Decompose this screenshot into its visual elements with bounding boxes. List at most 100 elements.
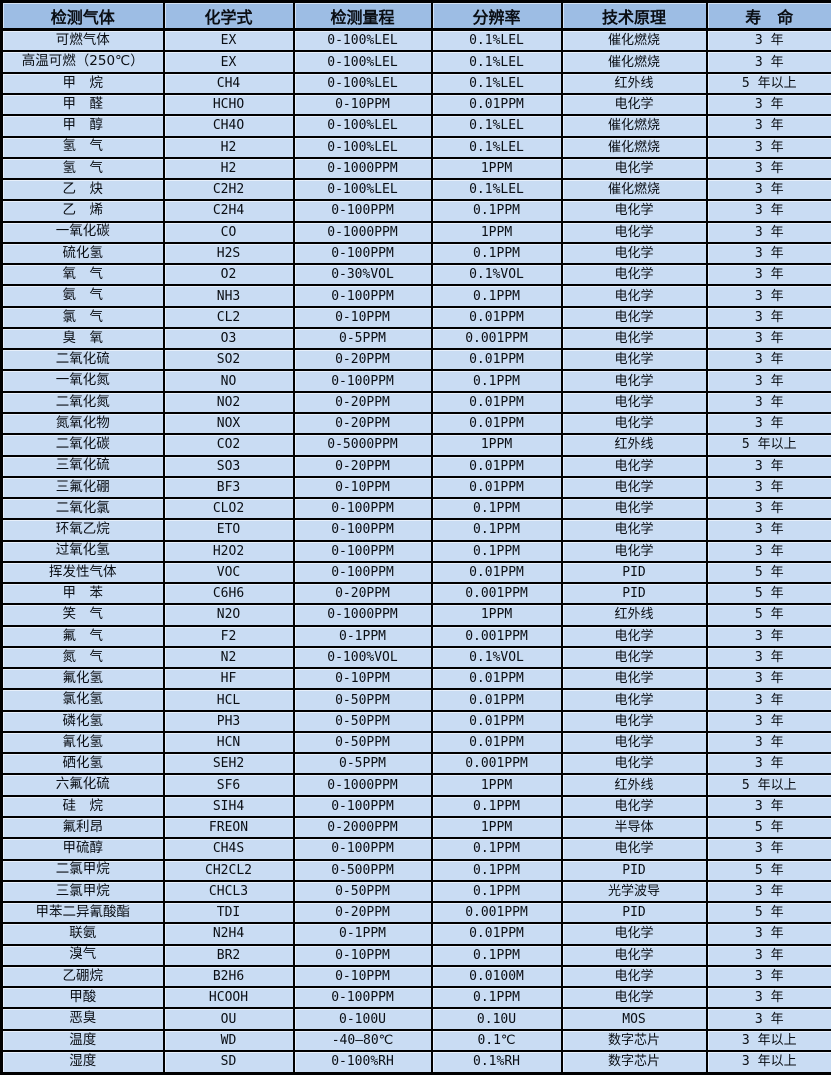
cell-lifespan: 3 年 (705, 135, 831, 159)
cell-lifespan: 3 年 (705, 645, 831, 670)
column-header-technology: 技术原理 (560, 0, 708, 31)
table-row: 甲 苯 C6H6 0-20PPM 0.001PPM PID 5 年 (0, 582, 831, 606)
cell-resolution: 0.01PPM (430, 730, 563, 755)
cell-resolution: 0.01PPM (430, 475, 563, 500)
cell-resolution: 1PPM (430, 816, 563, 840)
cell-lifespan: 3 年 (705, 667, 831, 691)
cell-gas-name: 温度 (0, 1028, 165, 1052)
cell-detection-range: 0-100PPM (292, 369, 433, 393)
table-row: 甲 醛 HCHO 0-10PPM 0.01PPM 电化学 3 年 (0, 92, 831, 117)
cell-detection-range: 0-100U (292, 1007, 433, 1031)
cell-detection-range: 0-1000PPM (292, 603, 433, 627)
cell-technology: 电化学 (560, 475, 708, 500)
cell-resolution: 1PPM (430, 433, 563, 457)
cell-detection-range: 0-100PPM (292, 539, 433, 563)
table-row: 甲 醇 CH4O 0-100%LEL 0.1%LEL 催化燃烧 3 年 (0, 114, 831, 138)
cell-resolution: 0.01PPM (430, 454, 563, 478)
cell-gas-name: 氢 气 (0, 135, 165, 159)
table-row: 一氧化碳 CO 0-1000PPM 1PPM 电化学 3 年 (0, 220, 831, 244)
cell-lifespan: 5 年以上 (705, 773, 831, 797)
cell-chemical-formula: CH4 (162, 71, 295, 95)
cell-chemical-formula: SO3 (162, 454, 295, 478)
cell-lifespan: 3 年 (705, 263, 831, 287)
cell-detection-range: 0-20PPM (292, 348, 433, 372)
cell-resolution: 0.1%VOL (430, 263, 563, 287)
cell-detection-range: 0-100PPM (292, 199, 433, 223)
cell-detection-range: 0-5PPM (292, 326, 433, 351)
cell-gas-name: 氮氧化物 (0, 411, 165, 436)
table-row: 氨 气 NH3 0-100PPM 0.1PPM 电化学 3 年 (0, 284, 831, 308)
cell-technology: 红外线 (560, 603, 708, 627)
cell-lifespan: 3 年以上 (705, 1028, 831, 1052)
cell-detection-range: 0-10PPM (292, 305, 433, 329)
cell-gas-name: 氨 气 (0, 284, 165, 308)
cell-lifespan: 3 年 (705, 220, 831, 244)
cell-lifespan: 5 年 (705, 582, 831, 606)
cell-lifespan: 3 年 (705, 28, 831, 53)
cell-chemical-formula: OU (162, 1007, 295, 1031)
cell-lifespan: 3 年 (705, 730, 831, 755)
cell-resolution: 0.01PPM (430, 560, 563, 585)
cell-detection-range: 0-500PPM (292, 858, 433, 882)
cell-detection-range: 0-50PPM (292, 688, 433, 712)
cell-resolution: 0.01PPM (430, 390, 563, 414)
cell-lifespan: 3 年 (705, 922, 831, 946)
cell-technology: 电化学 (560, 241, 708, 266)
cell-technology: 电化学 (560, 794, 708, 819)
cell-resolution: 0.1PPM (430, 518, 563, 542)
cell-lifespan: 3 年 (705, 390, 831, 414)
cell-resolution: 1PPM (430, 773, 563, 797)
cell-detection-range: 0-1PPM (292, 922, 433, 946)
table-header: 检测气体 化学式 检测量程 分辨率 技术原理寿 命 (0, 0, 831, 31)
cell-resolution: 1PPM (430, 603, 563, 627)
cell-technology: PID (560, 560, 708, 585)
cell-gas-name: 磷化氢 (0, 709, 165, 733)
cell-chemical-formula: CO2 (162, 433, 295, 457)
table-row: 过氧化氢 H2O2 0-100PPM 0.1PPM 电化学 3 年 (0, 539, 831, 563)
cell-chemical-formula: HCN (162, 730, 295, 755)
cell-resolution: 0.01PPM (430, 348, 563, 372)
table-row: 挥发性气体 VOC 0-100PPM 0.01PPM PID 5 年 (0, 560, 831, 585)
cell-lifespan: 3 年 (705, 837, 831, 861)
cell-gas-name: 二氧化碳 (0, 433, 165, 457)
cell-detection-range: 0-100PPM (292, 837, 433, 861)
table-row: 硅 烷 SIH4 0-100PPM 0.1PPM 电化学 3 年 (0, 794, 831, 819)
cell-resolution: 0.1%RH (430, 1049, 563, 1075)
cell-technology: 电化学 (560, 497, 708, 521)
cell-gas-name: 甲 烷 (0, 71, 165, 95)
cell-resolution: 0.1PPM (430, 943, 563, 967)
cell-technology: 电化学 (560, 411, 708, 436)
cell-detection-range: 0-20PPM (292, 582, 433, 606)
cell-detection-range: 0-20PPM (292, 390, 433, 414)
table-row: 甲 烷 CH4 0-100%LEL 0.1%LEL 红外线 5 年以上 (0, 71, 831, 95)
table-row: 三氯甲烷 CHCL3 0-50PPM 0.1PPM 光学波导 3 年 (0, 879, 831, 904)
cell-gas-name: 挥发性气体 (0, 560, 165, 585)
cell-technology: 电化学 (560, 645, 708, 670)
cell-detection-range: 0-1000PPM (292, 156, 433, 181)
cell-technology: 电化学 (560, 688, 708, 712)
table-row: 六氟化硫 SF6 0-1000PPM 1PPM 红外线 5 年以上 (0, 773, 831, 797)
cell-technology: 电化学 (560, 943, 708, 967)
cell-technology: 电化学 (560, 369, 708, 393)
cell-technology: 电化学 (560, 986, 708, 1010)
cell-resolution: 1PPM (430, 156, 563, 181)
cell-gas-name: 硒化氢 (0, 752, 165, 776)
table-row: 高温可燃（250℃） EX 0-100%LEL 0.1%LEL 催化燃烧 3 年 (0, 50, 831, 74)
cell-gas-name: 氰化氢 (0, 730, 165, 755)
cell-chemical-formula: N2H4 (162, 922, 295, 946)
cell-gas-name: 二氯甲烷 (0, 858, 165, 882)
cell-gas-name: 乙 炔 (0, 178, 165, 202)
table-row: 磷化氢 PH3 0-50PPM 0.01PPM 电化学 3 年 (0, 709, 831, 733)
cell-resolution: 0.1%LEL (430, 114, 563, 138)
cell-resolution: 0.01PPM (430, 688, 563, 712)
cell-gas-name: 甲 醇 (0, 114, 165, 138)
cell-detection-range: 0-20PPM (292, 411, 433, 436)
cell-resolution: 0.1PPM (430, 497, 563, 521)
cell-detection-range: 0-100%LEL (292, 50, 433, 74)
cell-gas-name: 过氧化氢 (0, 539, 165, 563)
cell-chemical-formula: C2H2 (162, 178, 295, 202)
column-header-resolution: 分辨率 (430, 0, 563, 31)
cell-lifespan: 5 年 (705, 816, 831, 840)
cell-detection-range: 0-5PPM (292, 752, 433, 776)
cell-detection-range: 0-10PPM (292, 92, 433, 117)
